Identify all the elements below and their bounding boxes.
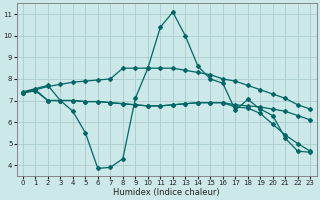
X-axis label: Humidex (Indice chaleur): Humidex (Indice chaleur)	[113, 188, 220, 197]
